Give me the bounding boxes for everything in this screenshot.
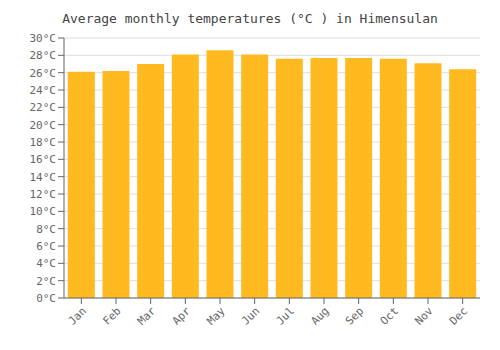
- svg-text:10°C: 10°C: [30, 205, 57, 218]
- svg-text:4°C: 4°C: [36, 257, 56, 270]
- svg-text:8°C: 8°C: [36, 223, 56, 236]
- svg-text:Oct: Oct: [378, 304, 401, 327]
- svg-text:22°C: 22°C: [30, 101, 57, 114]
- svg-text:18°C: 18°C: [30, 136, 57, 149]
- svg-text:0°C: 0°C: [36, 292, 56, 305]
- svg-text:26°C: 26°C: [30, 67, 57, 80]
- svg-text:12°C: 12°C: [30, 188, 57, 201]
- svg-text:Apr: Apr: [170, 304, 194, 328]
- html-text:Average monthly temperatures (: Average monthly temperatures (°C ) in Hi…: [62, 11, 438, 26]
- svg-text:Sep: Sep: [343, 304, 366, 327]
- svg-text:Dec: Dec: [447, 304, 470, 327]
- svg-text:28°C: 28°C: [30, 49, 57, 62]
- svg-text:14°C: 14°C: [30, 171, 57, 184]
- svg-text:2°C: 2°C: [36, 275, 56, 288]
- svg-text:20°C: 20°C: [30, 119, 57, 132]
- svg-text:30°C: 30°C: [30, 32, 57, 45]
- svg-text:Jun: Jun: [239, 304, 262, 327]
- svg-text:Feb: Feb: [100, 304, 123, 327]
- svg-text:Aug: Aug: [308, 304, 331, 327]
- svg-text:Nov: Nov: [412, 304, 436, 328]
- svg-text:May: May: [204, 304, 228, 328]
- svg-text:Jul: Jul: [274, 304, 297, 327]
- svg-text:16°C: 16°C: [30, 153, 57, 166]
- svg-text:Mar: Mar: [135, 304, 159, 328]
- svg-text:Jan: Jan: [66, 304, 89, 327]
- svg-text:24°C: 24°C: [30, 84, 57, 97]
- svg-text:6°C: 6°C: [36, 240, 56, 253]
